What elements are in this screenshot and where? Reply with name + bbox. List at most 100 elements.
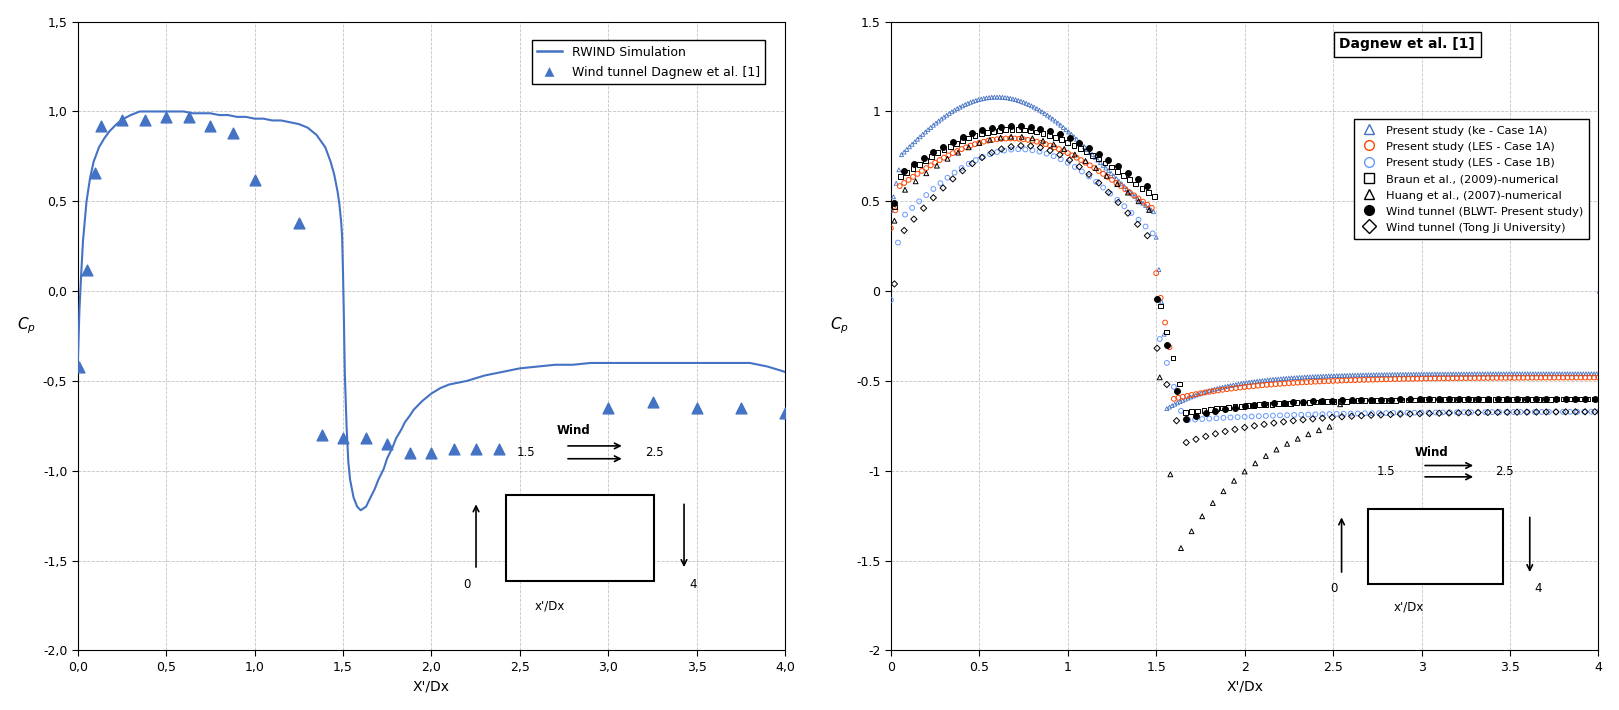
Point xyxy=(1302,371,1328,382)
Point xyxy=(955,98,981,109)
Point xyxy=(1430,407,1455,418)
Point xyxy=(1446,393,1472,405)
Point xyxy=(1572,406,1598,417)
Point xyxy=(1455,393,1481,405)
Point xyxy=(486,444,512,455)
Point xyxy=(991,145,1017,156)
Point xyxy=(1525,368,1551,379)
Point xyxy=(1507,393,1533,405)
Point xyxy=(1234,400,1260,412)
Point xyxy=(1498,372,1523,383)
Point xyxy=(1166,378,1192,390)
Point xyxy=(960,96,986,107)
Point xyxy=(1154,379,1180,391)
Point xyxy=(992,124,1018,136)
Point xyxy=(1253,399,1279,410)
Point xyxy=(1358,369,1384,381)
Point xyxy=(1250,375,1276,386)
Point xyxy=(1365,373,1391,385)
Point xyxy=(1355,369,1381,381)
Point xyxy=(1268,373,1294,384)
Point xyxy=(1387,408,1413,420)
Point xyxy=(1229,400,1255,412)
Point xyxy=(931,141,957,152)
Point xyxy=(1290,396,1316,408)
Point xyxy=(1209,384,1235,395)
Point xyxy=(1438,407,1464,418)
Point xyxy=(1477,393,1502,405)
Point xyxy=(1575,368,1601,379)
Point xyxy=(1051,143,1077,155)
Point xyxy=(1501,393,1527,405)
Point xyxy=(241,174,267,185)
Point xyxy=(1412,368,1438,380)
Point xyxy=(1242,458,1268,469)
Point xyxy=(1383,395,1409,406)
Point xyxy=(1167,542,1193,554)
Point xyxy=(1117,186,1143,197)
Point xyxy=(1366,408,1392,419)
Point xyxy=(1310,413,1336,424)
Point xyxy=(1329,395,1355,406)
Point xyxy=(1465,393,1491,405)
Point xyxy=(1528,372,1554,383)
Point xyxy=(1077,146,1103,158)
Point xyxy=(1512,393,1538,405)
Point xyxy=(1247,410,1273,422)
Point xyxy=(968,93,994,104)
Point xyxy=(1426,393,1452,405)
Point xyxy=(899,202,924,214)
Point xyxy=(1047,153,1073,165)
Point xyxy=(963,94,989,106)
Point xyxy=(1342,369,1368,381)
Point xyxy=(1146,264,1172,275)
Point xyxy=(1167,396,1193,408)
Point xyxy=(1230,378,1256,389)
Point xyxy=(1213,381,1239,393)
Point xyxy=(1219,383,1245,394)
Point xyxy=(1141,191,1167,202)
Point xyxy=(1038,140,1064,151)
Point xyxy=(287,217,312,229)
Point xyxy=(1251,419,1277,430)
Point xyxy=(596,402,622,413)
Point xyxy=(1483,372,1509,383)
Point xyxy=(1064,152,1090,163)
Point xyxy=(1067,143,1093,154)
Point xyxy=(1049,134,1075,146)
Point xyxy=(1579,406,1604,417)
Point xyxy=(900,171,926,182)
Point xyxy=(1316,421,1342,432)
Point xyxy=(1451,407,1477,418)
Point xyxy=(1397,393,1423,405)
Point xyxy=(1556,393,1582,405)
Point xyxy=(1026,104,1052,116)
Point xyxy=(1383,368,1409,380)
Point xyxy=(1201,386,1227,397)
Point xyxy=(1387,368,1413,380)
Point xyxy=(1209,381,1235,393)
Point xyxy=(1486,406,1512,417)
Point xyxy=(988,132,1013,143)
Point xyxy=(1038,145,1064,156)
Point xyxy=(989,133,1015,144)
Point xyxy=(1451,368,1477,380)
Point xyxy=(1318,370,1344,381)
Point xyxy=(1211,486,1237,497)
Point xyxy=(1041,138,1067,150)
Point xyxy=(1467,372,1493,383)
Point xyxy=(1056,157,1081,168)
X-axis label: X'/Dx: X'/Dx xyxy=(413,679,450,694)
Point xyxy=(1475,393,1501,405)
Point xyxy=(910,202,936,214)
Point xyxy=(330,432,356,444)
Point xyxy=(1501,368,1527,380)
Point xyxy=(1146,333,1172,344)
Point xyxy=(999,120,1025,131)
Point xyxy=(1481,393,1507,405)
Point xyxy=(918,151,944,162)
Point xyxy=(1328,398,1353,410)
Point xyxy=(1158,469,1183,480)
Point xyxy=(772,408,798,419)
Point xyxy=(1183,434,1209,445)
